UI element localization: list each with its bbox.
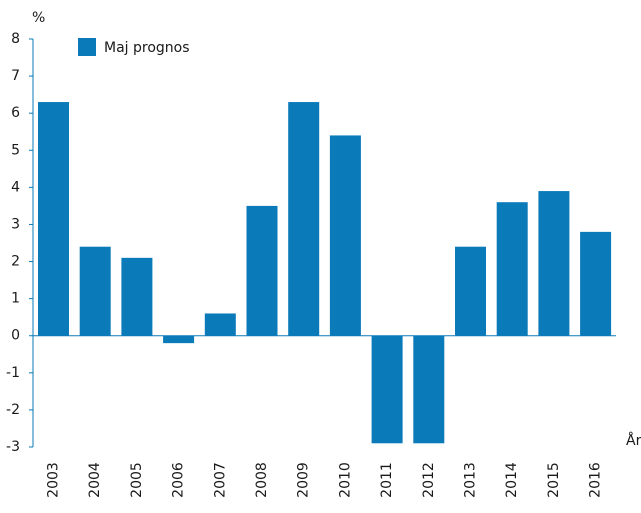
x-tick-label: 2016 <box>588 462 604 498</box>
bar <box>538 191 570 336</box>
legend-swatch <box>78 38 96 56</box>
x-tick-label: 2008 <box>254 462 270 498</box>
x-tick-label: 2005 <box>129 462 145 498</box>
x-tick-label: 2003 <box>46 462 62 498</box>
bar <box>329 135 361 336</box>
y-tick-label: 7 <box>11 68 20 84</box>
x-tick-label: 2013 <box>463 462 479 498</box>
bar <box>79 246 111 336</box>
y-tick-label: 3 <box>11 216 20 232</box>
y-tick-label: 8 <box>11 31 20 47</box>
y-tick-label: 2 <box>11 254 20 270</box>
bar <box>371 335 403 444</box>
x-tick-label: 2012 <box>421 462 437 498</box>
bar <box>204 313 236 336</box>
x-tick-label: 2006 <box>171 462 187 498</box>
bar <box>413 335 445 444</box>
y-tick-label: -2 <box>6 402 20 418</box>
x-tick-label: 2009 <box>296 462 312 498</box>
y-tick-label: 0 <box>11 328 20 344</box>
x-tick-label: 2015 <box>546 462 562 498</box>
bar <box>163 335 195 344</box>
bar <box>38 102 69 336</box>
x-tick-label: 2007 <box>212 462 228 498</box>
y-tick-label: 4 <box>11 179 20 195</box>
bar <box>288 102 320 336</box>
x-tick-label: 2014 <box>504 462 520 498</box>
y-axis-label: % <box>32 10 45 26</box>
bar <box>121 257 153 336</box>
bar <box>455 246 486 336</box>
x-tick-label: 2004 <box>87 462 103 498</box>
y-tick-label: 5 <box>11 142 20 158</box>
x-tick-label: 2011 <box>379 462 395 498</box>
bar <box>580 231 612 336</box>
legend-label: Maj prognos <box>104 40 190 56</box>
bar <box>496 202 528 336</box>
x-tick-label: 2010 <box>337 462 353 498</box>
bar <box>246 205 278 336</box>
y-tick-label: -1 <box>6 365 20 381</box>
y-tick-label: 1 <box>11 291 20 307</box>
y-tick-label: -3 <box>6 439 20 455</box>
y-tick-label: 6 <box>11 105 20 121</box>
x-axis-label: År <box>626 432 641 449</box>
